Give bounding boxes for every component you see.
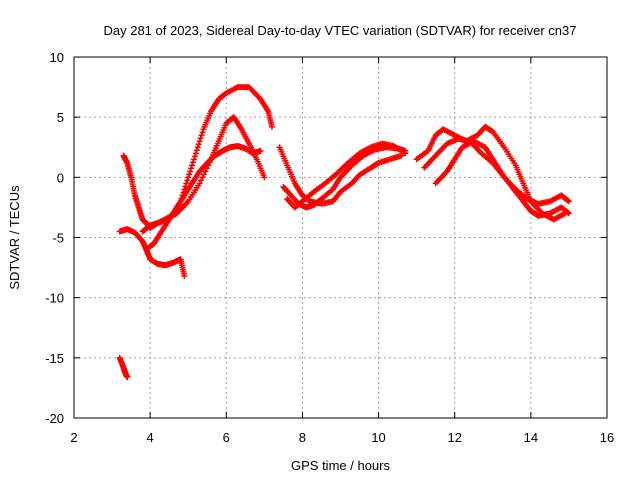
series-arc-c (120, 114, 268, 231)
ticks: 2 4 6 8 10 12 14 16 -20 -15 -10 -5 0 5 10 (45, 50, 614, 445)
y-tick-label: -20 (45, 411, 64, 426)
x-tick-label: 4 (147, 430, 154, 445)
series-arc-d (139, 84, 275, 235)
data-point (186, 171, 193, 178)
series-arc-h (284, 140, 409, 211)
x-tick-label: 10 (371, 430, 385, 445)
data-point (191, 153, 198, 160)
x-tick-label: 2 (70, 430, 77, 445)
y-tick-label: -15 (45, 351, 64, 366)
series-arc-a (116, 354, 131, 381)
data-point (200, 171, 207, 178)
x-tick-label: 14 (524, 430, 538, 445)
y-tick-label: -5 (52, 231, 64, 246)
data-point (124, 374, 131, 381)
x-tick-label: 8 (299, 430, 306, 445)
data-point (565, 210, 572, 217)
x-tick-label: 12 (447, 430, 461, 445)
series-arc-b (116, 226, 188, 280)
data-point (196, 138, 203, 145)
data-point (398, 152, 405, 159)
y-tick-label: 10 (50, 50, 64, 65)
chart-title: Day 281 of 2023, Sidereal Day-to-day VTE… (103, 23, 576, 38)
data-point (190, 156, 197, 163)
data-point (197, 135, 204, 142)
y-axis-title: SDTVAR / TECUs (7, 185, 22, 290)
series-arc-j (421, 135, 572, 207)
data-point (187, 168, 194, 175)
series-arc-i (413, 123, 569, 223)
data-point (183, 180, 190, 187)
data-point (257, 147, 264, 154)
series-arc-k (432, 138, 572, 219)
data-point (196, 180, 203, 187)
data-points (116, 84, 572, 381)
series-arc-f (276, 144, 405, 207)
data-point (185, 174, 192, 181)
x-tick-label: 6 (223, 430, 230, 445)
y-tick-label: -10 (45, 291, 64, 306)
data-point (193, 147, 200, 154)
data-point (195, 141, 202, 148)
x-axis-title: GPS time / hours (291, 458, 390, 473)
data-point (181, 273, 188, 280)
y-tick-label: 0 (57, 170, 64, 185)
data-point (564, 197, 571, 204)
data-point (194, 144, 201, 151)
data-point (565, 198, 572, 205)
data-point (199, 129, 206, 136)
data-point (268, 123, 275, 130)
data-point (402, 150, 409, 157)
data-point (261, 174, 268, 181)
y-tick-label: 5 (57, 110, 64, 125)
data-point (202, 168, 209, 175)
data-point (198, 132, 205, 139)
data-point (199, 174, 206, 181)
data-point (564, 209, 571, 216)
data-point (198, 177, 205, 184)
data-point (184, 177, 191, 184)
grid (74, 57, 607, 418)
series-arc-e (143, 143, 264, 253)
data-point (188, 165, 195, 172)
data-point (192, 150, 199, 157)
x-tick-label: 16 (600, 430, 614, 445)
data-point (189, 159, 196, 166)
data-point (189, 162, 196, 169)
